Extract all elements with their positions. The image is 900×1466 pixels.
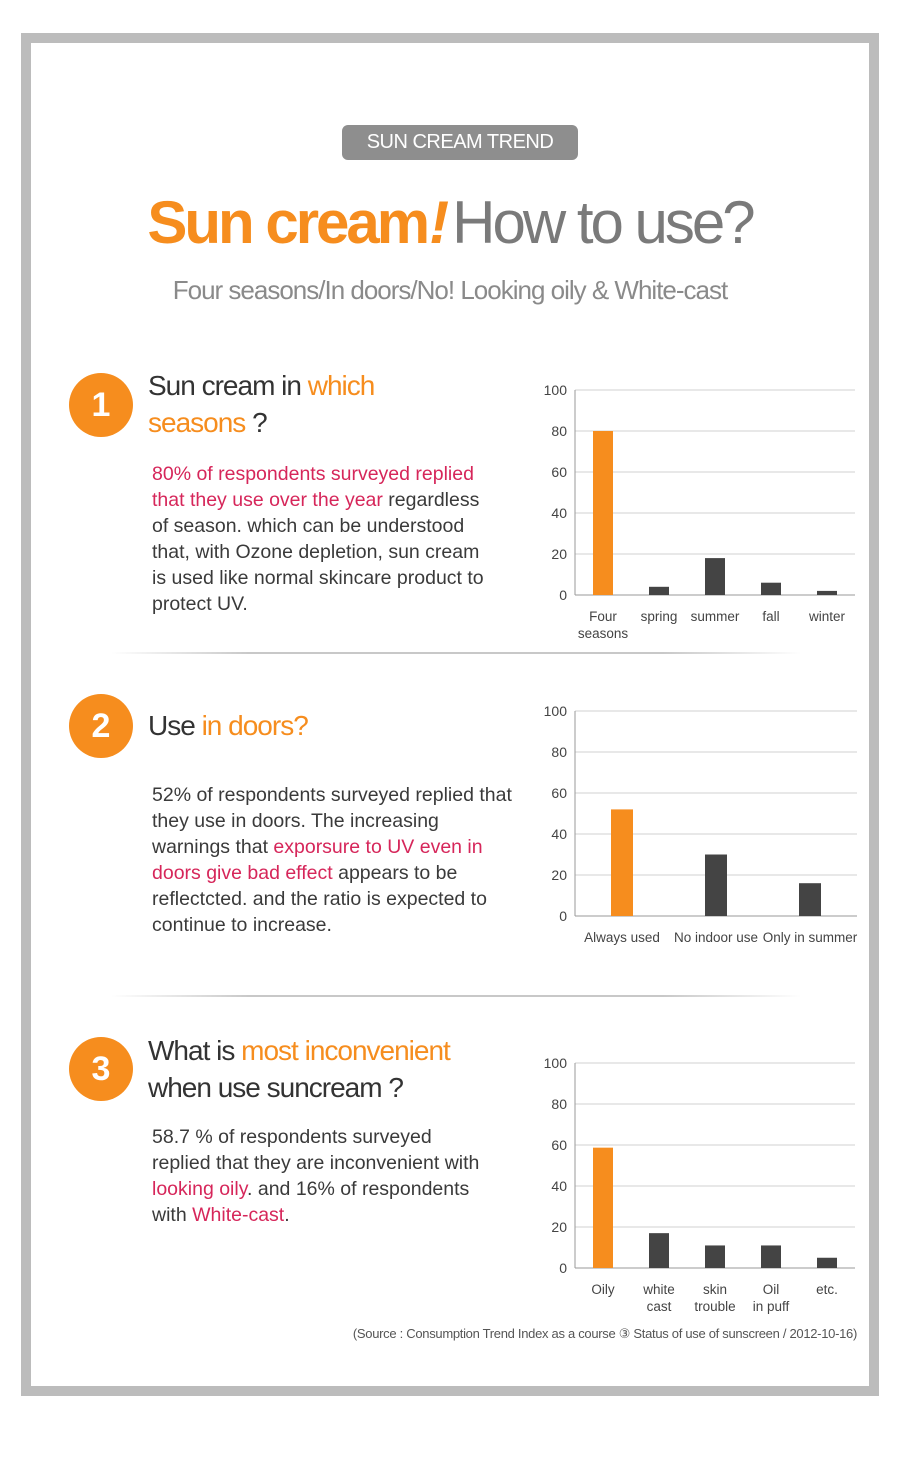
body-segment: 52% of respondents surveyed replied that… [152,784,512,858]
y-tick-label: 100 [544,1055,568,1071]
chart-inconvenience: 0 20 40 60 80 100 Oily white cast skin trouble Oil i… [544,1055,855,1314]
section-2-body: 52% of respondents surveyed replied that… [152,782,514,938]
bar [611,809,633,916]
source-note: (Source : Consumption Trend Index as a c… [352,1326,857,1341]
y-tick-label: 60 [551,464,567,480]
body-segment: . [284,1204,290,1226]
section-number-2: 2 [69,694,133,758]
title-segment: most inconvenient [241,1035,451,1066]
title-segment: Use [148,710,202,741]
chart-indoors: 0 20 40 60 80 100 Always used No indoor use Only… [544,703,858,945]
y-tick-label: 80 [551,1096,567,1112]
title-segment: in doors? [201,710,309,741]
x-tick-label: cast [647,1299,672,1314]
y-tick-label: 0 [559,1260,567,1276]
bar [649,1233,669,1268]
outer-frame: SUN CREAM TREND Sun cream! How to use? Fo… [21,33,879,1396]
content-panel: SUN CREAM TREND Sun cream! How to use? Fo… [31,43,869,1386]
x-tick-label: Oily [591,1282,614,1297]
bar [817,590,837,595]
body-segment: 80% of respondents surveyed replied that… [152,463,474,511]
y-tick-label: 20 [551,1219,567,1235]
y-tick-label: 60 [551,785,567,801]
body-segment: looking oily [152,1178,248,1200]
section-3-title: What is most inconvenient when use suncre… [148,1032,451,1106]
x-tick-label: summer [691,609,740,624]
body-segment: 58.7 % of respondents surveyed replied t… [152,1126,480,1174]
title-segment: when use suncream ? [148,1072,404,1103]
y-tick-label: 20 [551,867,567,883]
headline-exclamation: ! [429,189,449,256]
bar [649,586,669,595]
title-segment: What is [148,1035,242,1066]
headline-gray: How to use? [452,189,756,256]
y-tick-label: 0 [559,587,567,603]
y-tick-label: 100 [544,703,568,719]
body-segment: White-cast [192,1204,285,1226]
bar [705,558,725,595]
x-tick-label: winter [808,609,846,624]
body-segment: appears to be reflectcted. and the ratio… [152,862,487,936]
x-tick-label: spring [641,609,678,624]
x-tick-label: Oil [763,1282,780,1297]
y-tick-label: 40 [551,1178,567,1194]
main-headline: Sun cream! How to use? [31,183,869,263]
y-tick-label: 40 [551,826,567,842]
body-segment: . and 16% of respondents with [152,1178,470,1226]
bar [761,1245,781,1268]
bar [705,1245,725,1268]
body-segment: regardless of season. which can be under… [152,489,484,615]
x-tick-label: fall [762,609,779,624]
bar [799,883,821,916]
x-tick-label: No indoor use [674,930,758,945]
y-tick-label: 80 [551,423,567,439]
section-number-3: 3 [69,1037,133,1101]
chart-seasons: 0 20 40 60 80 100 Four seasons spring summer fall w… [544,382,855,641]
bar [817,1257,837,1268]
x-tick-label: Only in summer [763,930,858,945]
section-number-1: 1 [69,373,133,437]
x-tick-label: Four [589,609,617,624]
bar [705,854,727,916]
section-3-body: 58.7 % of respondents surveyed replied t… [152,1124,482,1228]
bar [593,1147,613,1268]
section-1-title: Sun cream in which seasons ? [148,367,376,441]
bar [593,431,613,595]
title-segment: ? [245,407,268,438]
x-tick-label: in puff [753,1299,790,1314]
subtitle: Four seasons/In doors/No! Looking oily &… [172,275,729,305]
y-tick-label: 60 [551,1137,567,1153]
y-tick-label: 100 [544,382,568,398]
x-tick-label: Always used [584,930,660,945]
section-divider-2 [111,995,801,997]
section-2-title: Use in doors? [148,707,309,744]
x-tick-label: white [642,1282,675,1297]
y-tick-label: 40 [551,505,567,521]
y-tick-label: 80 [551,744,567,760]
section-1-body: 80% of respondents surveyed replied that… [152,461,492,617]
title-segment: which [307,370,376,401]
x-tick-label: skin [703,1282,727,1297]
title-segment: Sun cream in [148,370,308,401]
x-tick-label: etc. [816,1282,838,1297]
x-tick-label: trouble [694,1299,735,1314]
y-tick-label: 0 [559,908,567,924]
x-tick-label: seasons [578,626,629,641]
y-tick-label: 20 [551,546,567,562]
trend-badge: SUN CREAM TREND [342,125,578,160]
headline-orange: Sun cream [147,189,430,256]
title-segment: seasons [148,407,246,438]
body-segment: exporsure to UV even in doors give bad e… [152,836,483,884]
section-divider-1 [111,652,801,654]
bar [761,582,781,595]
